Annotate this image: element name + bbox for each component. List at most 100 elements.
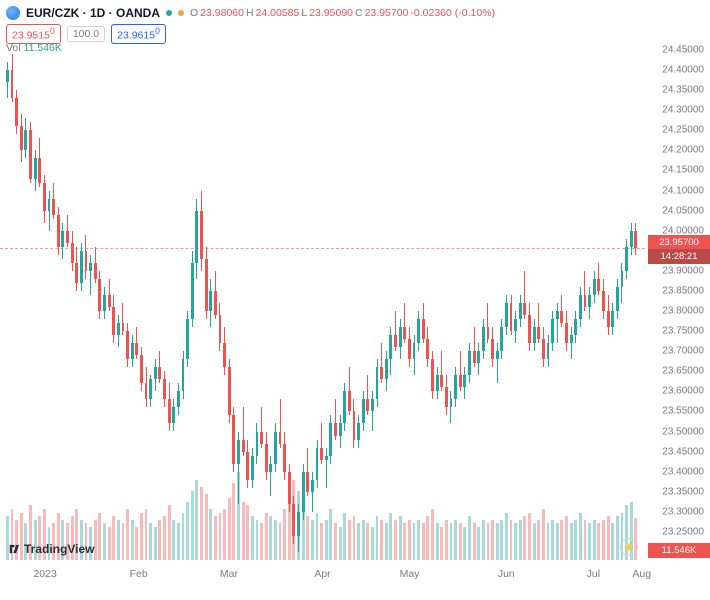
candle[interactable] [24,130,27,150]
volume-bar[interactable] [616,516,619,560]
candle[interactable] [61,231,64,247]
volume-bar[interactable] [537,520,540,560]
candle[interactable] [279,432,282,444]
volume-bar[interactable] [611,523,614,560]
volume-bar[interactable] [579,513,582,561]
candle[interactable] [112,307,115,335]
candle[interactable] [362,399,365,423]
candle[interactable] [625,247,628,271]
candle[interactable] [496,351,499,359]
candle[interactable] [454,375,457,399]
candle[interactable] [533,327,536,343]
volume-bar[interactable] [269,516,272,560]
candle[interactable] [71,243,74,263]
candle[interactable] [417,319,420,343]
candle[interactable] [214,291,217,315]
candle[interactable] [191,263,194,319]
candle[interactable] [265,444,268,472]
volume-bar[interactable] [523,516,526,560]
volume-bar[interactable] [242,502,245,560]
price-pill-current[interactable]: 23.95150 [6,24,61,44]
volume-bar[interactable] [366,523,369,560]
candle[interactable] [135,343,138,355]
volume-bar[interactable] [191,491,194,560]
volume-bar[interactable] [265,513,268,561]
volume-bar[interactable] [214,516,217,560]
candle[interactable] [560,311,563,323]
volume-bar[interactable] [362,520,365,560]
volume-bar[interactable] [205,494,208,560]
volume-bar[interactable] [223,509,226,560]
candle[interactable] [256,432,259,456]
candle[interactable] [413,343,416,359]
candle[interactable] [195,211,198,263]
volume-bar[interactable] [399,516,402,560]
candle[interactable] [510,303,513,331]
volume-bar[interactable] [431,509,434,560]
candle[interactable] [403,327,406,339]
candle[interactable] [514,319,517,331]
candle[interactable] [34,158,37,178]
candle[interactable] [602,291,605,311]
volume-bar[interactable] [556,523,559,560]
candle[interactable] [66,231,69,243]
volume-bar[interactable] [570,523,573,560]
candle[interactable] [320,448,323,460]
volume-bar[interactable] [163,516,166,560]
volume-bar[interactable] [122,523,125,560]
candle[interactable] [491,339,494,359]
price-pill-other[interactable]: 23.96150 [111,24,166,44]
candle[interactable] [588,295,591,307]
candle[interactable] [389,335,392,359]
volume-bar[interactable] [256,520,259,560]
candle[interactable] [168,399,171,423]
candle[interactable] [542,339,545,359]
volume-bar[interactable] [533,523,536,560]
volume-bar[interactable] [565,516,568,560]
volume-bar[interactable] [98,513,101,561]
volume-bar[interactable] [487,523,490,560]
volume-bar[interactable] [588,523,591,560]
volume-bar[interactable] [292,480,295,560]
candle[interactable] [232,415,235,463]
volume-bar[interactable] [463,527,466,560]
candle[interactable] [269,464,272,472]
volume-bar[interactable] [209,509,212,560]
candle[interactable] [431,359,434,391]
volume-bar[interactable] [195,480,198,560]
volume-bar[interactable] [607,516,610,560]
candle[interactable] [537,327,540,339]
volume-bar[interactable] [316,513,319,561]
volume-bar[interactable] [145,509,148,560]
volume-bar[interactable] [459,523,462,560]
volume-bar[interactable] [158,520,161,560]
volume-bar[interactable] [602,520,605,560]
volume-bar[interactable] [514,523,517,560]
candle[interactable] [251,456,254,480]
candle[interactable] [376,367,379,399]
volume-bar[interactable] [376,516,379,560]
volume-bar[interactable] [108,527,111,560]
volume-bar[interactable] [417,520,420,560]
flash-icon[interactable]: ⚡ [620,538,638,556]
candle[interactable] [371,399,374,411]
percent-pill[interactable]: 100.0 [67,26,105,42]
candle[interactable] [98,279,101,311]
candle[interactable] [223,343,226,367]
candle[interactable] [158,367,161,379]
volume-bar[interactable] [117,520,120,560]
symbol-text[interactable]: EUR/CZK · 1D · OANDA [26,6,160,20]
volume-bar[interactable] [413,523,416,560]
candle[interactable] [103,295,106,311]
candle[interactable] [380,367,383,379]
candle[interactable] [584,295,587,307]
volume-bar[interactable] [320,523,323,560]
volume-bar[interactable] [219,513,222,561]
volume-bar[interactable] [168,505,171,560]
candle[interactable] [528,315,531,343]
candle[interactable] [246,452,249,480]
volume-bar[interactable] [135,527,138,560]
volume-bar[interactable] [228,498,231,560]
candle[interactable] [316,448,319,480]
candle[interactable] [260,432,263,444]
